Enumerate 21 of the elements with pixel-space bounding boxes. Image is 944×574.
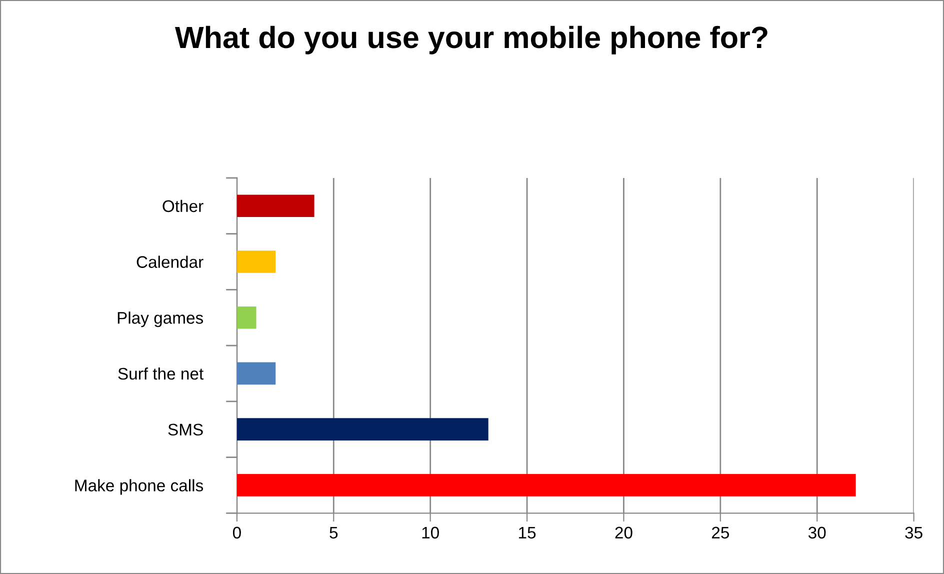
x-tick-label: 0 xyxy=(232,526,241,539)
x-tick-label: 20 xyxy=(615,526,632,539)
y-tick-label: Play games xyxy=(118,312,204,328)
bar xyxy=(236,250,276,273)
bar xyxy=(236,418,488,441)
x-tick-label: 35 xyxy=(905,526,922,539)
x-tick-label: 10 xyxy=(422,526,439,539)
bar xyxy=(236,362,276,385)
x-tick-label: 15 xyxy=(519,526,536,539)
x-tick-label: 5 xyxy=(330,526,338,539)
y-tick-label: Make phone calls xyxy=(75,479,204,495)
bar xyxy=(236,306,256,329)
y-tick-label: Calendar xyxy=(136,256,204,268)
y-tick-label: Surf the net xyxy=(118,367,204,380)
chart-title: What do you use your mobile phone for? xyxy=(174,26,768,54)
bar xyxy=(236,194,314,218)
y-tick-label: SMS xyxy=(168,424,203,436)
x-tick-label: 25 xyxy=(712,526,729,539)
bar xyxy=(236,474,856,496)
y-tick-label: Other xyxy=(162,200,204,212)
x-tick-label: 30 xyxy=(808,526,826,539)
